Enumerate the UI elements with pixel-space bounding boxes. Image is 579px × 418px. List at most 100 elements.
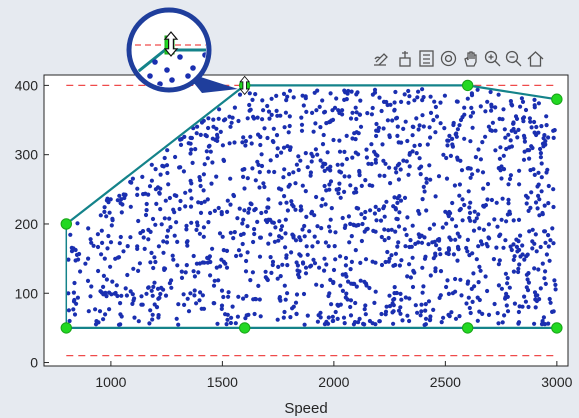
scatter-point bbox=[465, 96, 470, 101]
scatter-point bbox=[294, 260, 299, 265]
scatter-point bbox=[396, 140, 401, 145]
control-point-handle[interactable] bbox=[551, 93, 563, 105]
scatter-point bbox=[534, 249, 539, 254]
scatter-point bbox=[420, 290, 425, 295]
scatter-point bbox=[544, 252, 550, 257]
control-point-handle[interactable] bbox=[461, 79, 474, 92]
plot-area[interactable] bbox=[43, 74, 569, 367]
scatter-point bbox=[512, 301, 518, 306]
scatter-point bbox=[507, 145, 512, 150]
scatter-point bbox=[220, 143, 225, 148]
scatter-point bbox=[501, 167, 507, 172]
scatter-point bbox=[361, 321, 366, 326]
scatter-point bbox=[376, 207, 381, 212]
magnified-scatter-point bbox=[157, 81, 163, 87]
scatter-point bbox=[225, 209, 230, 214]
legend-icon[interactable] bbox=[419, 50, 434, 67]
scatter-point bbox=[248, 278, 253, 283]
scatter-point bbox=[398, 305, 403, 310]
scatter-point bbox=[240, 140, 245, 145]
scatter-point bbox=[500, 320, 505, 325]
rotate-icon[interactable] bbox=[440, 50, 457, 67]
scatter-point bbox=[313, 147, 318, 152]
scatter-point bbox=[546, 183, 551, 189]
scatter-point bbox=[291, 170, 296, 175]
scatter-point bbox=[161, 250, 166, 255]
scatter-point bbox=[498, 232, 503, 237]
scatter-point bbox=[247, 108, 252, 113]
scatter-point bbox=[283, 231, 288, 236]
scatter-point bbox=[334, 187, 339, 192]
scatter-point bbox=[536, 193, 541, 198]
scatter-point bbox=[148, 308, 153, 313]
x-tick-label: 1000 bbox=[95, 374, 126, 390]
zoom-out-icon[interactable] bbox=[505, 50, 522, 67]
scatter-point bbox=[485, 181, 491, 187]
scatter-point bbox=[230, 304, 235, 309]
scatter-point bbox=[393, 262, 398, 268]
axes[interactable] bbox=[43, 74, 569, 367]
control-point-handle[interactable] bbox=[60, 218, 72, 230]
scatter-point bbox=[500, 117, 505, 122]
scatter-point bbox=[178, 165, 183, 170]
scatter-point bbox=[476, 212, 481, 217]
control-points[interactable] bbox=[60, 79, 563, 334]
scatter-point bbox=[503, 271, 508, 276]
scatter-point bbox=[546, 321, 551, 326]
scatter-point bbox=[420, 87, 425, 92]
scatter-point bbox=[118, 301, 123, 306]
paint-icon[interactable] bbox=[399, 51, 411, 67]
scatter-point bbox=[186, 141, 191, 146]
home-icon[interactable] bbox=[527, 51, 544, 67]
scatter-point bbox=[248, 134, 253, 139]
scatter-point bbox=[433, 130, 438, 135]
scatter-point bbox=[517, 262, 522, 267]
scatter-point bbox=[277, 234, 282, 239]
scatter-point bbox=[508, 173, 513, 178]
resize-vertical-cursor-icon bbox=[239, 75, 251, 96]
scatter-point bbox=[374, 128, 379, 133]
scatter-point bbox=[318, 310, 323, 315]
scatter-point bbox=[450, 136, 455, 141]
scatter-point bbox=[205, 156, 210, 161]
control-point-handle[interactable] bbox=[60, 322, 72, 334]
scatter-point bbox=[505, 276, 510, 281]
scatter-point bbox=[179, 269, 184, 274]
scatter-point bbox=[373, 289, 378, 294]
scatter-point bbox=[175, 239, 180, 244]
scatter-point bbox=[129, 180, 134, 185]
scatter-point bbox=[98, 213, 103, 218]
scatter-point bbox=[107, 307, 112, 312]
scatter-point bbox=[265, 135, 270, 141]
scatter-point bbox=[229, 315, 234, 320]
scatter-point bbox=[290, 202, 295, 207]
pan-hand-icon[interactable] bbox=[464, 51, 477, 67]
scatter-point bbox=[212, 278, 217, 283]
scatter-point bbox=[552, 128, 557, 133]
scatter-point bbox=[427, 163, 432, 168]
scatter-point bbox=[489, 197, 494, 203]
control-point-handle[interactable] bbox=[551, 322, 563, 334]
scatter-point bbox=[309, 209, 315, 214]
scatter-point bbox=[309, 263, 314, 268]
zoom-in-icon[interactable] bbox=[484, 50, 501, 67]
scatter-point bbox=[147, 321, 152, 326]
control-point-handle[interactable] bbox=[238, 322, 251, 334]
scatter-point bbox=[383, 161, 388, 166]
scatter-point bbox=[393, 89, 398, 95]
scatter-point bbox=[525, 148, 530, 153]
scatter-point bbox=[263, 269, 268, 274]
scatter-point bbox=[327, 224, 332, 229]
scatter-point bbox=[315, 240, 320, 245]
brush-icon[interactable] bbox=[374, 53, 388, 66]
control-point-handle[interactable] bbox=[461, 322, 474, 334]
scatter-point bbox=[470, 125, 475, 130]
scatter-point bbox=[364, 155, 369, 160]
scatter-point bbox=[454, 134, 459, 139]
scatter-point bbox=[396, 240, 401, 245]
scatter-point bbox=[424, 208, 429, 213]
scatter-point bbox=[323, 240, 328, 245]
scatter-point bbox=[278, 274, 283, 279]
scatter-point bbox=[512, 254, 517, 259]
scatter-point bbox=[263, 209, 269, 214]
